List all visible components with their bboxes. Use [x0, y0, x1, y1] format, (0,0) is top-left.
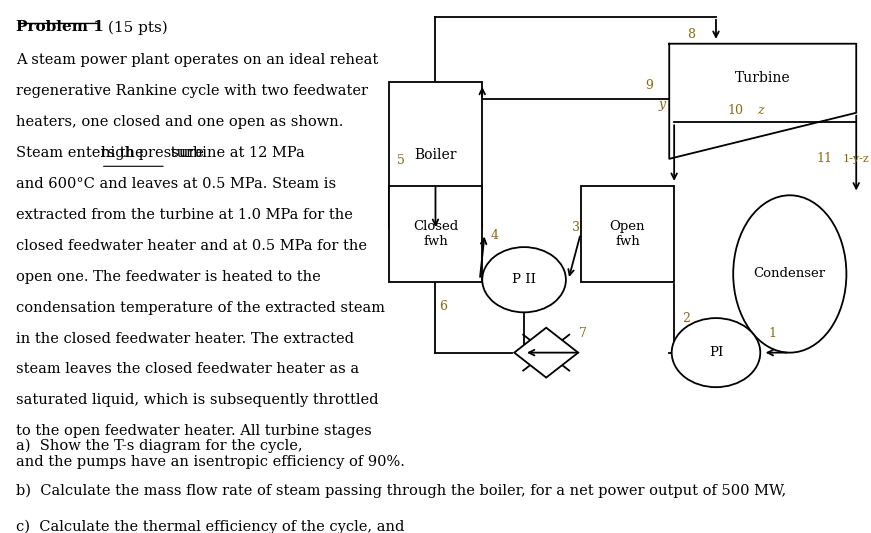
Ellipse shape — [733, 195, 847, 353]
Text: open one. The feedwater is heated to the: open one. The feedwater is heated to the — [16, 270, 321, 284]
Text: steam leaves the closed feedwater heater as a: steam leaves the closed feedwater heater… — [16, 362, 359, 376]
Text: PI: PI — [709, 346, 723, 359]
Text: P II: P II — [512, 273, 536, 286]
Text: Steam enters the: Steam enters the — [16, 146, 148, 160]
Text: A steam power plant operates on an ideal reheat: A steam power plant operates on an ideal… — [16, 53, 378, 67]
Text: high pressure: high pressure — [101, 146, 204, 160]
Text: 3: 3 — [571, 221, 580, 235]
Text: z: z — [757, 104, 764, 117]
Text: a)  Show the T-s diagram for the cycle,: a) Show the T-s diagram for the cycle, — [16, 438, 302, 453]
Polygon shape — [514, 328, 578, 377]
Text: 2: 2 — [683, 312, 691, 325]
Text: 11: 11 — [816, 152, 833, 165]
Text: Turbine: Turbine — [735, 71, 791, 85]
Text: and the pumps have an isentropic efficiency of 90%.: and the pumps have an isentropic efficie… — [16, 455, 404, 469]
Text: extracted from the turbine at 1.0 MPa for the: extracted from the turbine at 1.0 MPa fo… — [16, 208, 353, 222]
Text: c)  Calculate the thermal efficiency of the cycle, and: c) Calculate the thermal efficiency of t… — [16, 520, 404, 533]
Text: saturated liquid, which is subsequently throttled: saturated liquid, which is subsequently … — [16, 393, 378, 407]
Text: 8: 8 — [687, 28, 695, 41]
Text: 1-y-z: 1-y-z — [843, 154, 869, 164]
Text: b)  Calculate the mass flow rate of steam passing through the boiler, for a net : b) Calculate the mass flow rate of steam… — [16, 483, 786, 498]
Text: in the closed feedwater heater. The extracted: in the closed feedwater heater. The extr… — [16, 332, 354, 345]
Text: Condenser: Condenser — [753, 268, 826, 280]
Text: Problem 1: Problem 1 — [16, 20, 104, 34]
Text: y: y — [658, 98, 665, 111]
Text: 7: 7 — [579, 327, 587, 340]
Text: 5: 5 — [397, 154, 405, 167]
Text: turbine at 12 MPa: turbine at 12 MPa — [165, 146, 305, 160]
Text: 10: 10 — [727, 104, 744, 117]
Text: Closed
fwh: Closed fwh — [413, 220, 458, 248]
Text: condensation temperature of the extracted steam: condensation temperature of the extracte… — [16, 301, 385, 314]
Text: heaters, one closed and one open as shown.: heaters, one closed and one open as show… — [16, 115, 343, 129]
Text: 6: 6 — [439, 300, 447, 313]
Bar — [581, 185, 674, 281]
Text: and 600°C and leaves at 0.5 MPa. Steam is: and 600°C and leaves at 0.5 MPa. Steam i… — [16, 177, 336, 191]
Text: Boiler: Boiler — [415, 148, 456, 162]
Text: regenerative Rankine cycle with two feedwater: regenerative Rankine cycle with two feed… — [16, 84, 368, 98]
Text: 4: 4 — [490, 229, 498, 242]
Circle shape — [672, 318, 760, 387]
Text: closed feedwater heater and at 0.5 MPa for the: closed feedwater heater and at 0.5 MPa f… — [16, 239, 367, 253]
Circle shape — [483, 247, 566, 312]
Text: (15 pts): (15 pts) — [103, 20, 167, 35]
Text: 1: 1 — [768, 327, 777, 340]
Text: to the open feedwater heater. All turbine stages: to the open feedwater heater. All turbin… — [16, 424, 371, 438]
Bar — [388, 185, 483, 281]
Text: 9: 9 — [645, 79, 653, 92]
Bar — [388, 82, 483, 228]
Text: Open
fwh: Open fwh — [610, 220, 645, 248]
Polygon shape — [669, 44, 856, 159]
